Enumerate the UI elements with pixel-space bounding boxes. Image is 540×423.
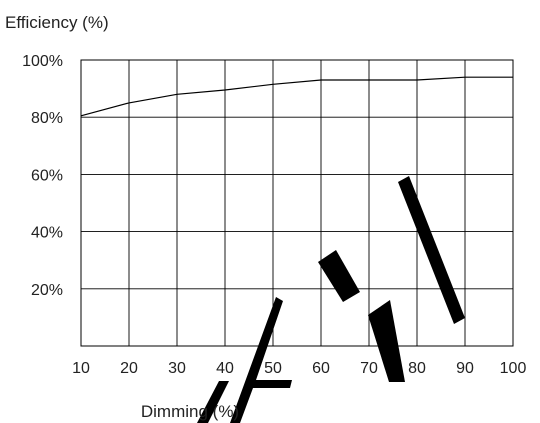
y-tick-labels: 20% 40% 60% 80% 100% [22, 53, 63, 299]
watermark-stroke-5 [398, 176, 465, 324]
x-tick-label-90: 90 [456, 360, 474, 377]
y-tick-label-40: 40% [31, 225, 63, 242]
watermark-stroke-2 [230, 297, 292, 423]
x-tick-labels: 10 20 30 40 50 60 70 80 90 100 [72, 360, 526, 377]
x-tick-label-50: 50 [264, 360, 282, 377]
x-axis-label: Dimming (%) [141, 402, 239, 421]
watermark [197, 176, 465, 423]
y-tick-label-80: 80% [31, 110, 63, 127]
x-tick-label-100: 100 [500, 360, 527, 377]
y-tick-label-20: 20% [31, 282, 63, 299]
x-tick-label-10: 10 [72, 360, 90, 377]
plot-frame [80, 59, 514, 347]
efficiency-series-line [80, 76, 513, 117]
x-tick-label-30: 30 [168, 360, 186, 377]
watermark-stroke-3 [318, 250, 360, 302]
x-tick-label-40: 40 [216, 360, 234, 377]
watermark-stroke-1 [197, 381, 229, 423]
x-tick-label-60: 60 [312, 360, 330, 377]
x-tick-label-80: 80 [408, 360, 426, 377]
watermark-stroke-4 [368, 300, 405, 382]
y-tick-label-100: 100% [22, 53, 63, 70]
y-tick-label-60: 60% [31, 167, 63, 184]
x-tick-label-70: 70 [360, 360, 378, 377]
y-axis-label: Efficiency (%) [5, 13, 109, 32]
x-tick-label-20: 20 [120, 360, 138, 377]
